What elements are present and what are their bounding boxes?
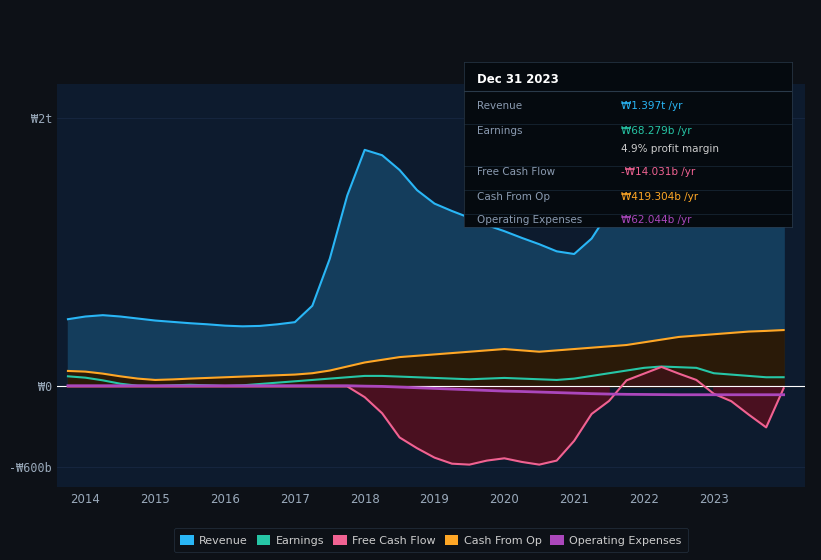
Text: ₩419.304b /yr: ₩419.304b /yr <box>621 192 699 202</box>
Text: ₩1.397t /yr: ₩1.397t /yr <box>621 101 683 111</box>
Text: Dec 31 2023: Dec 31 2023 <box>477 73 559 86</box>
Text: Earnings: Earnings <box>477 126 522 136</box>
Text: -₩14.031b /yr: -₩14.031b /yr <box>621 167 695 178</box>
Text: Free Cash Flow: Free Cash Flow <box>477 167 555 178</box>
Text: Operating Expenses: Operating Expenses <box>477 215 582 225</box>
Legend: Revenue, Earnings, Free Cash Flow, Cash From Op, Operating Expenses: Revenue, Earnings, Free Cash Flow, Cash … <box>174 528 688 552</box>
Text: 4.9% profit margin: 4.9% profit margin <box>621 144 719 154</box>
Text: Cash From Op: Cash From Op <box>477 192 550 202</box>
Text: Revenue: Revenue <box>477 101 522 111</box>
Text: ₩62.044b /yr: ₩62.044b /yr <box>621 215 692 225</box>
Text: ₩68.279b /yr: ₩68.279b /yr <box>621 126 692 136</box>
